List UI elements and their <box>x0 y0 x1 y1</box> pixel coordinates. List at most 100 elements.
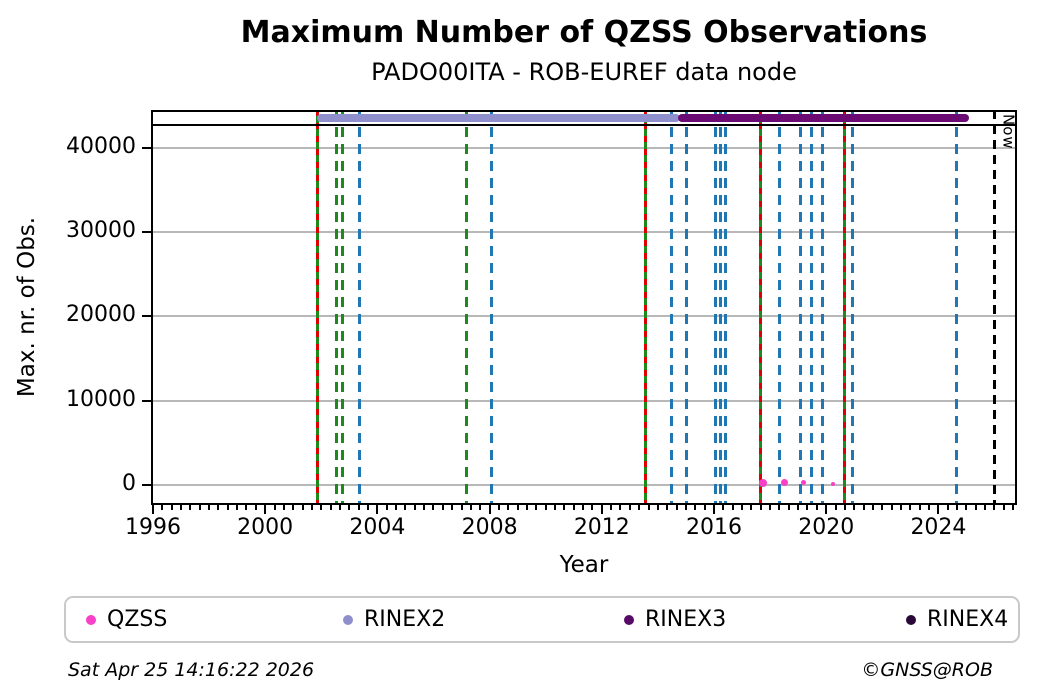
x-tick-label: 2012 <box>573 515 630 540</box>
x-minor-tick <box>722 505 725 510</box>
x-major-tick <box>264 505 267 514</box>
x-minor-tick <box>217 505 220 510</box>
x-tick-label: 2008 <box>461 515 518 540</box>
rinex2-legend-marker-icon <box>343 614 353 625</box>
x-minor-tick <box>890 505 893 510</box>
x-minor-tick <box>385 505 388 510</box>
x-minor-tick <box>189 505 192 510</box>
x-minor-tick <box>628 505 631 510</box>
max-obs-hline <box>151 124 1017 127</box>
x-major-tick <box>600 505 603 514</box>
x-minor-tick <box>806 505 809 510</box>
y-major-tick <box>142 146 151 149</box>
x-minor-tick <box>469 505 472 510</box>
rinex4-legend-marker-icon <box>906 614 916 625</box>
x-tick-label: 2000 <box>237 515 294 540</box>
x-minor-tick <box>320 505 323 510</box>
x-minor-tick <box>507 505 510 510</box>
x-tick-label: 1996 <box>124 515 181 540</box>
x-minor-tick <box>787 505 790 510</box>
x-minor-tick <box>460 505 463 510</box>
event-line-green-dashed <box>335 110 339 505</box>
legend-entry-rinex4: RINEX4 <box>906 598 1008 641</box>
event-line-blue-dashed <box>713 110 717 505</box>
event-line-blue-dashed <box>685 110 689 505</box>
x-major-tick <box>825 505 828 514</box>
event-line-red-dashed <box>315 110 319 505</box>
x-major-tick <box>937 505 940 514</box>
event-line-blue-dashed <box>670 110 674 505</box>
x-major-tick <box>712 505 715 514</box>
timestamp: Sat Apr 25 14:16:22 2026 <box>68 659 315 681</box>
x-minor-tick <box>301 505 304 510</box>
y-tick-label: 0 <box>122 470 136 496</box>
qzss-point <box>758 478 767 487</box>
rinex3-legend-marker-icon <box>624 614 634 625</box>
x-minor-tick <box>965 505 968 510</box>
event-line-blue-dashed <box>820 110 824 505</box>
x-minor-tick <box>292 505 295 510</box>
x-minor-tick <box>638 505 641 510</box>
event-line-blue-dashed <box>851 110 855 505</box>
event-line-green-dashed <box>464 110 468 505</box>
event-line-blue-dashed <box>358 110 362 505</box>
x-minor-tick <box>684 505 687 510</box>
x-minor-tick <box>675 505 678 510</box>
x-minor-tick <box>395 505 398 510</box>
x-minor-tick <box>544 505 547 510</box>
x-minor-tick <box>778 505 781 510</box>
x-minor-tick <box>432 505 435 510</box>
event-line-blue-dashed <box>489 110 493 505</box>
chart-subtitle: PADO00ITA - ROB-EUREF data node <box>371 58 797 86</box>
x-minor-tick <box>245 505 248 510</box>
x-minor-tick <box>871 505 874 510</box>
x-minor-tick <box>694 505 697 510</box>
x-minor-tick <box>254 505 257 510</box>
y-major-tick <box>142 231 151 234</box>
x-minor-tick <box>862 505 865 510</box>
qzss-point <box>780 479 788 487</box>
x-minor-tick <box>666 505 669 510</box>
x-minor-tick <box>834 505 837 510</box>
y-axis-label: Max. nr. of Obs. <box>14 216 40 398</box>
legend-label: RINEX2 <box>364 607 446 632</box>
x-minor-tick <box>338 505 341 510</box>
x-minor-tick <box>703 505 706 510</box>
copyright: ©GNSS@ROB <box>861 659 993 681</box>
x-tick-label: 2024 <box>910 515 967 540</box>
x-minor-tick <box>956 505 959 510</box>
x-minor-tick <box>282 505 285 510</box>
x-minor-tick <box>928 505 931 510</box>
grid-line <box>151 146 1017 149</box>
grid-line <box>151 483 1017 486</box>
x-minor-tick <box>208 505 211 510</box>
event-line-blue-dashed <box>799 110 803 505</box>
x-minor-tick <box>404 505 407 510</box>
x-minor-tick <box>769 505 772 510</box>
legend-label: RINEX3 <box>645 607 727 632</box>
event-line-green-dashed <box>340 110 344 505</box>
plot-frame <box>151 110 1017 505</box>
x-minor-tick <box>619 505 622 510</box>
x-minor-tick <box>572 505 575 510</box>
x-minor-tick <box>993 505 996 510</box>
x-minor-tick <box>423 505 426 510</box>
legend-entry-rinex3: RINEX3 <box>624 598 726 641</box>
grid-line <box>151 231 1017 234</box>
event-line-red-dashed <box>842 110 846 505</box>
event-line-red-dashed <box>758 110 762 505</box>
x-minor-tick <box>497 505 500 510</box>
x-minor-tick <box>899 505 902 510</box>
x-minor-tick <box>974 505 977 510</box>
x-minor-tick <box>236 505 239 510</box>
qzss-point <box>801 479 807 485</box>
y-major-tick <box>142 315 151 318</box>
x-minor-tick <box>161 505 164 510</box>
event-line-blue-dashed <box>724 110 728 505</box>
x-minor-tick <box>516 505 519 510</box>
x-minor-tick <box>180 505 182 510</box>
x-minor-tick <box>909 505 912 510</box>
chart-title: Maximum Number of QZSS Observations <box>240 15 928 50</box>
grid-line <box>151 399 1017 402</box>
x-minor-tick <box>525 505 528 510</box>
